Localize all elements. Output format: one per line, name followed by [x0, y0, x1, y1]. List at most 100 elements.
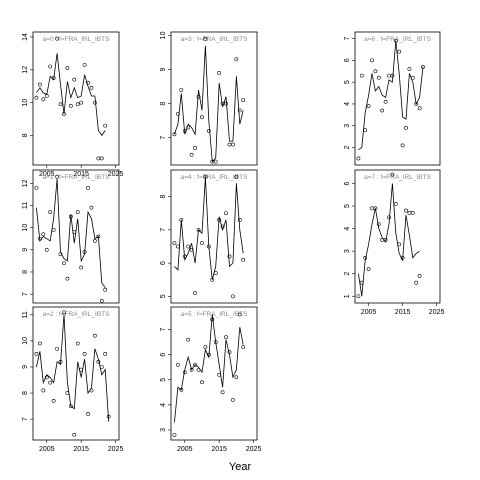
data-point	[393, 38, 398, 43]
data-point	[234, 375, 239, 380]
data-point	[186, 337, 191, 342]
y-tick-label: 3	[344, 124, 351, 128]
data-point	[37, 341, 42, 346]
data-point	[65, 66, 70, 71]
data-point	[193, 362, 197, 367]
data-point	[393, 201, 398, 206]
panel-1: a=1 : f=FRA_IRL_IBTS 7 8 9 10 11 12	[22, 169, 120, 304]
y-tick-label: 7	[160, 328, 167, 332]
data-point	[72, 230, 77, 234]
data-point	[217, 372, 222, 377]
x-tick-label: 2005	[39, 171, 55, 178]
y-tick-label: 8	[160, 195, 167, 199]
data-point	[58, 102, 63, 107]
panel-frame	[354, 31, 441, 166]
y-tick-label: 9	[160, 67, 167, 71]
data-point	[82, 352, 87, 356]
data-point	[227, 142, 232, 147]
data-point	[65, 276, 70, 281]
data-point	[103, 352, 108, 356]
y-tick-label: 5	[344, 80, 351, 84]
data-point	[213, 159, 218, 164]
y-tick-label: 7	[344, 36, 351, 40]
y-tick-label: 6	[160, 353, 167, 357]
data-point	[373, 206, 378, 211]
y-tick-label: 7	[22, 292, 29, 296]
data-point	[224, 211, 228, 216]
panel-2: a=2 : f=FRA_IRL_IBTS 7 8 9 10 11 2005 2015 2025	[22, 306, 123, 453]
data-point	[231, 142, 235, 147]
data-point	[213, 271, 218, 275]
data-point	[417, 106, 422, 111]
data-point	[410, 210, 415, 215]
y-tick-label: 7	[160, 136, 167, 140]
data-point	[172, 132, 177, 137]
data-point	[193, 291, 197, 295]
data-point	[224, 335, 228, 340]
data-point	[58, 359, 63, 364]
data-point	[359, 280, 364, 285]
panel-title: a=5 : f=FRA_IRL_IBTS	[181, 311, 249, 318]
data-point	[206, 352, 211, 357]
panel-title: a=0 : f=FRA_IRL_IBTS	[43, 36, 111, 43]
y-tick-label: 8	[22, 133, 29, 137]
data-point	[237, 312, 242, 317]
y-tick-label: 4	[160, 403, 167, 407]
data-point	[237, 217, 242, 222]
x-tick-label: 2005	[39, 446, 55, 453]
x-tick-label: 2025	[246, 446, 262, 453]
data-point	[34, 352, 39, 356]
x-tick-label: 2015	[73, 446, 89, 453]
data-point	[203, 345, 208, 350]
data-point	[196, 94, 201, 99]
data-point	[407, 210, 412, 215]
data-point	[370, 206, 374, 211]
data-point	[106, 414, 111, 419]
data-point	[383, 237, 388, 242]
data-point	[34, 185, 39, 190]
panel-frame	[32, 31, 120, 166]
data-point	[363, 128, 368, 133]
x-tick-label: 2015	[73, 171, 89, 178]
data-point	[82, 62, 87, 67]
panel-title: a=6 : f=FRA_IRL_IBTS	[364, 36, 432, 43]
data-point	[400, 143, 405, 148]
panel-title: a=4 : f=FRA_IRL_IBTS	[181, 174, 249, 181]
data-point	[200, 380, 204, 385]
data-point	[203, 174, 208, 179]
data-point	[356, 156, 361, 161]
y-tick-label: 6	[344, 181, 351, 185]
fit-line	[36, 314, 110, 422]
y-tick-label: 12	[22, 179, 29, 187]
panel-0: a=0 : f=FRA_IRL_IBTS 8 10 12 14 2005 2015 2025	[22, 31, 124, 178]
fit-line	[358, 40, 424, 151]
data-point	[410, 75, 415, 80]
x-tick-label: 2025	[108, 171, 124, 178]
x-tick-label: 2015	[395, 309, 411, 316]
data-point	[55, 36, 59, 41]
fit-line	[174, 176, 244, 280]
data-point	[189, 367, 194, 372]
data-point	[93, 333, 97, 338]
data-point	[196, 227, 201, 232]
x-tick-label: 2015	[211, 446, 227, 453]
y-tick-label: 10	[22, 99, 29, 107]
data-point	[387, 73, 391, 78]
data-point	[58, 252, 63, 257]
data-point	[227, 350, 232, 355]
data-point	[41, 97, 46, 102]
data-point	[241, 257, 246, 262]
y-tick-label: 5	[344, 204, 351, 208]
y-tick-label: 8	[160, 102, 167, 106]
data-point	[51, 76, 56, 80]
data-point	[75, 102, 80, 107]
data-point	[175, 362, 180, 367]
data-point	[82, 250, 87, 254]
panel-frame	[170, 306, 258, 441]
data-point	[373, 69, 378, 74]
data-point	[103, 123, 108, 128]
data-point	[397, 242, 402, 247]
data-point	[79, 100, 84, 105]
y-tick-label: 3	[160, 428, 167, 432]
